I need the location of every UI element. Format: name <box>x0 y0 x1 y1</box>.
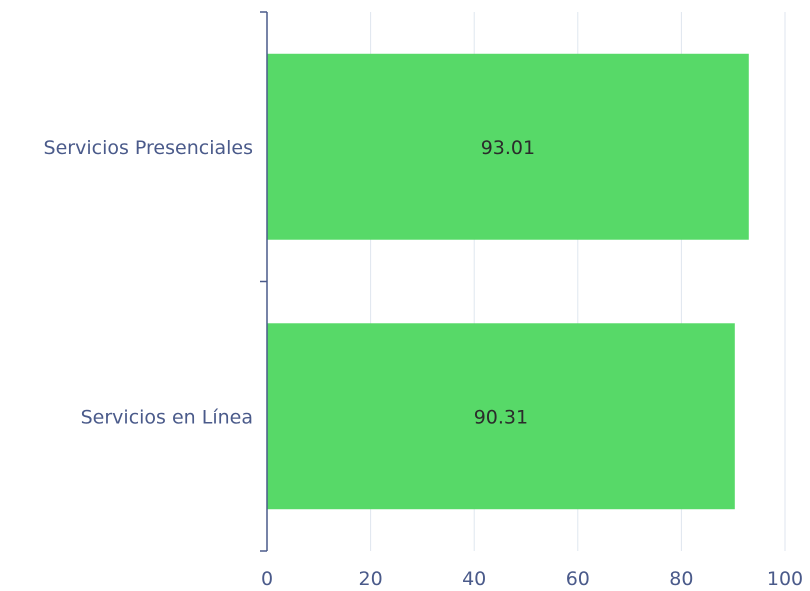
category-label-1: Servicios Presenciales <box>44 137 253 159</box>
bar-value-label-1: 93.01 <box>481 137 535 159</box>
labels: 93.01 Servicios Presenciales 90.31 Servicio… <box>44 137 804 590</box>
x-tick-label-20: 20 <box>359 568 383 590</box>
bar-2 <box>267 323 735 510</box>
bar-1 <box>267 53 749 240</box>
bars <box>267 53 749 510</box>
axes <box>260 11 268 552</box>
x-tick-label-40: 40 <box>462 568 486 590</box>
category-label-2: Servicios en Línea <box>81 406 253 428</box>
bar-value-label-2: 90.31 <box>474 406 528 428</box>
x-tick-label-0: 0 <box>261 568 273 590</box>
x-tick-label-60: 60 <box>566 568 590 590</box>
x-tick-label-100: 100 <box>767 568 803 590</box>
x-tick-label-80: 80 <box>669 568 693 590</box>
